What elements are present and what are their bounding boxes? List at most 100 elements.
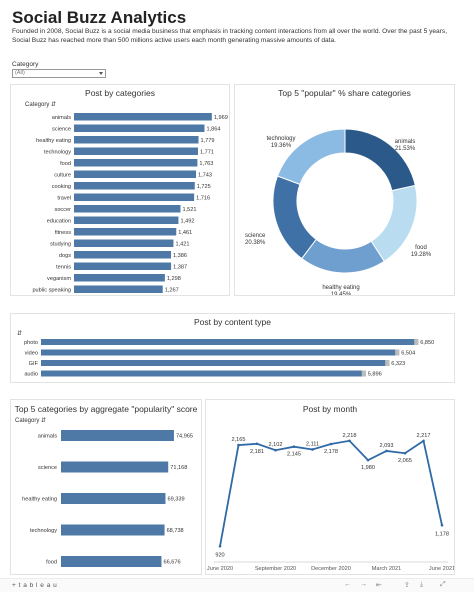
bar [74, 216, 179, 224]
slice-label: science [245, 233, 266, 239]
bar [61, 430, 174, 441]
category-filter-dropdown[interactable]: (All) [12, 69, 106, 78]
x-tick-label: December 2020 [311, 566, 351, 572]
category-label: education [47, 218, 71, 224]
point-label: 2,102 [269, 442, 283, 448]
sort-icon[interactable]: ⇵ [51, 102, 57, 108]
bar-cap [385, 360, 390, 366]
donut-slice [301, 238, 385, 274]
undo-icon[interactable]: ← [344, 581, 351, 588]
slice-value: 19.36% [271, 143, 292, 149]
donut-slice [370, 184, 418, 263]
data-point [422, 439, 425, 443]
x-tick-label: September 2020 [255, 566, 296, 572]
category-bar-chart: animals 1,969 science 1,864 healthy eating 1,… [32, 113, 228, 293]
download-icon[interactable]: ⤓ [420, 581, 424, 588]
value-label: 1,421 [175, 241, 189, 247]
value-label: 1,461 [178, 230, 192, 236]
slice-value: 19.45% [331, 292, 352, 295]
point-label: 2,218 [343, 433, 357, 439]
data-point [255, 442, 259, 446]
tableau-logo: + t a b l e a u [12, 582, 58, 589]
content-type-bar-chart: photo 6,850 video 6,504 GIF 6,323 audio 5,896 [24, 339, 434, 378]
panel-post-by-month: Post by month 920 2,165 2,181 2,102 2,145 2,1… [205, 399, 455, 575]
data-point [311, 448, 314, 451]
panel-title: Post by content type [193, 317, 272, 327]
sort-icon[interactable]: ⇵ [41, 418, 47, 424]
share-icon[interactable]: ⇪ [404, 582, 410, 589]
tableau-toolbar: + t a b l e a u ← → ⇤ ⇪ ⤓ ⤢ [0, 578, 474, 592]
fullscreen-icon[interactable]: ⤢ [440, 581, 446, 588]
category-label: food [60, 161, 71, 167]
value-label: 1,492 [180, 218, 194, 224]
category-label: soccer [55, 207, 72, 213]
panel-popularity-score: Top 5 categories by aggregate "popularit… [10, 399, 202, 575]
value-label: 1,521 [182, 207, 196, 213]
category-label: science [38, 465, 57, 471]
bar [41, 370, 366, 377]
point-label: 2,181 [250, 449, 264, 455]
donut-slice [276, 128, 346, 185]
panel-post-by-categories: Post by categories Category ⇵ animals 1,9… [10, 84, 230, 296]
value-label: 66,676 [163, 560, 180, 566]
slice-label: healthy eating [322, 285, 359, 291]
data-point [292, 445, 296, 449]
bar [74, 205, 181, 213]
category-label: veganism [47, 276, 71, 282]
sort-icon[interactable]: ⇵ [17, 331, 23, 337]
bar [74, 251, 172, 259]
category-label: video [25, 351, 38, 357]
revert-icon[interactable]: ⇤ [376, 582, 382, 589]
value-label: 1,779 [201, 138, 215, 144]
point-label: 2,111 [306, 441, 319, 447]
slice-label: technology [266, 136, 295, 142]
data-point [348, 439, 351, 443]
point-label: 2,093 [380, 443, 394, 449]
bar [41, 349, 400, 356]
column-header: ⇵ [17, 330, 22, 337]
bar [74, 239, 174, 247]
bar [74, 113, 212, 121]
bar [74, 262, 172, 270]
bar [74, 228, 177, 236]
category-label: audio [24, 372, 38, 378]
value-label: 1,771 [200, 149, 214, 155]
popularity-bar-chart: animals 74,965 science 71,168 healthy eating… [22, 430, 193, 567]
value-label: 69,339 [167, 497, 184, 503]
donut-slice [272, 175, 317, 260]
column-header: Category ⇵ [15, 418, 47, 424]
panel-title: Post by month [302, 404, 358, 414]
category-filter-value: (All) [15, 70, 25, 76]
value-label: 6,504 [401, 351, 415, 357]
panel-title: Post by categories [85, 88, 155, 98]
category-label: cooking [52, 184, 71, 190]
category-label: animals [52, 115, 71, 121]
bar-cap [361, 370, 366, 377]
data-point [440, 523, 444, 527]
point-label: 2,217 [417, 433, 431, 439]
redo-icon[interactable]: → [360, 581, 367, 588]
bar [61, 461, 169, 473]
column-header: Category ⇵ [25, 102, 57, 108]
category-label: dogs [59, 253, 71, 259]
category-label: culture [54, 172, 71, 178]
bar [74, 136, 199, 144]
category-label: GIF [29, 361, 39, 367]
value-label: 6,323 [391, 361, 405, 367]
dashboard-description: Founded in 2008, Social Buzz is a social… [12, 28, 448, 44]
point-label: 2,145 [287, 452, 301, 458]
category-filter-label: Category [12, 61, 39, 68]
slice-value: 19.28% [411, 252, 432, 258]
value-label: 1,864 [206, 126, 220, 132]
value-label: 74,965 [176, 434, 193, 440]
x-tick-label: June 2020 [207, 566, 233, 572]
category-label: studying [50, 241, 71, 247]
data-point [218, 544, 222, 548]
panel-post-by-content-type: Post by content type ⇵ photo 6,850 video 6,… [10, 313, 455, 383]
category-label: science [52, 126, 71, 132]
series-line [219, 439, 443, 547]
bar [74, 170, 197, 178]
data-point [329, 442, 333, 446]
value-label: 1,969 [214, 115, 228, 121]
